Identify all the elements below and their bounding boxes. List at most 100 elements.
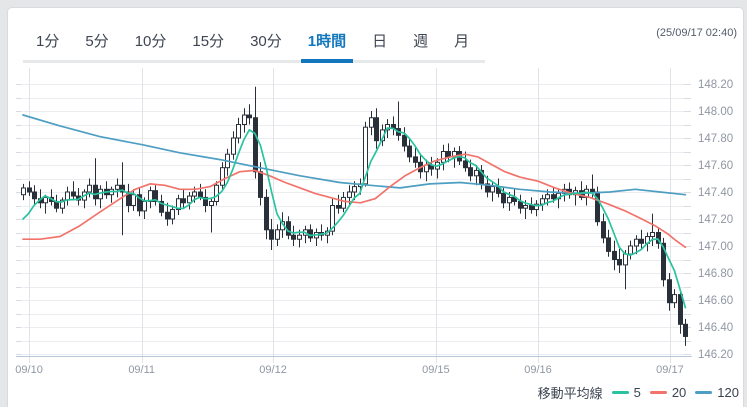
candle	[21, 187, 26, 196]
legend-label: 120	[717, 385, 739, 400]
candle	[523, 205, 528, 209]
tab-timeframe-3[interactable]: 15分	[192, 33, 225, 50]
candle	[678, 294, 683, 325]
candle	[534, 203, 539, 211]
candle	[214, 184, 219, 202]
candle	[236, 124, 241, 139]
candle	[463, 160, 468, 169]
candle	[176, 198, 181, 211]
y-axis-label: 147.20	[698, 214, 733, 226]
candle	[347, 191, 352, 198]
tab-timeframe-8[interactable]: 月	[454, 33, 470, 50]
candle	[612, 250, 617, 260]
candle	[192, 191, 197, 197]
candle	[93, 184, 98, 200]
candle	[402, 134, 407, 147]
candle	[606, 237, 611, 252]
y-axis-label: 146.60	[698, 295, 733, 307]
candle	[551, 194, 556, 200]
legend-item-ma120: 120	[695, 385, 739, 400]
y-axis-label: 147.60	[698, 160, 733, 172]
candle	[474, 169, 479, 177]
candle	[71, 191, 76, 197]
candle	[468, 167, 473, 177]
day-grid-lines	[29, 68, 671, 363]
candle	[286, 221, 291, 236]
candle	[683, 323, 688, 337]
tab-timeframe-5[interactable]: 1時間	[295, 26, 359, 63]
candle	[142, 200, 147, 212]
y-axis-label: 147.40	[698, 187, 733, 199]
y-axis-label: 148.00	[698, 106, 733, 118]
grid-lines	[16, 84, 691, 355]
candle	[60, 199, 65, 209]
candle	[275, 229, 280, 240]
candle	[341, 196, 346, 209]
candle	[590, 188, 595, 193]
tab-timeframe-4[interactable]: 30分	[250, 33, 282, 50]
candle	[363, 126, 368, 185]
candle	[220, 167, 225, 186]
x-axis-label: 09/12	[259, 364, 287, 376]
candle	[623, 253, 628, 266]
ma20-line	[22, 153, 687, 249]
candle	[628, 245, 633, 255]
x-axis-label: 09/10	[15, 364, 43, 376]
legend-label: 20	[671, 385, 687, 400]
candle	[203, 196, 208, 206]
tab-timeframe-2[interactable]: 10分	[134, 33, 167, 50]
candle	[330, 205, 335, 232]
legend-label: 5	[633, 385, 641, 400]
candle	[231, 137, 236, 155]
legend-dash-icon	[611, 391, 629, 394]
ma120-line	[22, 114, 687, 196]
candle	[441, 151, 446, 163]
candle	[661, 242, 666, 281]
timeframe-tab-bar: 1分 5分 10分 15分 30分 1時間日 週 月	[23, 26, 485, 63]
candle	[529, 205, 534, 211]
candle	[264, 196, 269, 231]
tab-timeframe-1[interactable]: 5分	[85, 33, 109, 50]
candle	[148, 190, 153, 202]
candle	[187, 195, 192, 204]
candle	[153, 190, 158, 202]
candle	[369, 117, 374, 128]
x-axis-labels: 09/10 09/11 09/12 09/15 09/16 09/17	[15, 364, 683, 376]
candle	[507, 196, 512, 204]
candle	[639, 238, 644, 244]
candle	[501, 192, 506, 204]
candle	[32, 191, 37, 200]
candle	[374, 117, 379, 142]
legend-title: 移動平均線	[537, 386, 603, 401]
candles-layer	[21, 86, 688, 346]
quote-timestamp: (25/09/17 02:40)	[656, 27, 737, 39]
candle	[27, 187, 32, 193]
candle	[137, 194, 142, 212]
tab-timeframe-0[interactable]: 1分	[36, 33, 60, 50]
candle	[617, 259, 622, 266]
legend-dash-icon	[695, 391, 713, 394]
candle	[165, 211, 170, 220]
candle	[413, 156, 418, 163]
legend-item-ma5: 5	[611, 385, 641, 400]
candle	[258, 171, 263, 198]
x-axis-label: 09/11	[128, 364, 155, 376]
candle	[269, 229, 274, 240]
candle	[336, 205, 341, 209]
y-axis-label: 147.00	[698, 241, 733, 253]
tab-timeframe-7[interactable]: 週	[413, 33, 429, 50]
candle	[352, 186, 357, 193]
x-axis-label: 09/16	[524, 364, 552, 376]
candle	[308, 229, 313, 239]
y-axis-label: 148.20	[698, 79, 733, 91]
candle	[634, 238, 639, 247]
candle	[209, 200, 214, 206]
candle	[65, 191, 70, 201]
x-axis-label: 09/17	[656, 364, 684, 376]
tab-timeframe-6[interactable]: 日	[372, 33, 388, 50]
candle	[291, 234, 296, 240]
candle	[115, 184, 120, 190]
candle	[242, 114, 247, 126]
candle	[545, 194, 550, 200]
